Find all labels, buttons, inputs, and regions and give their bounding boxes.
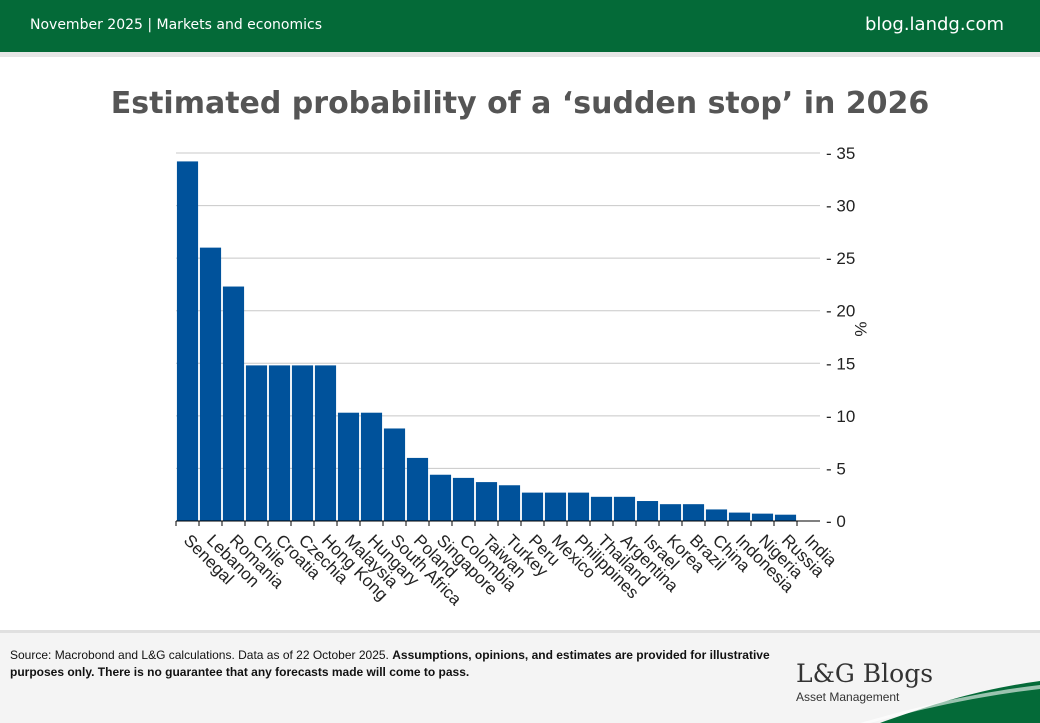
bar-russia	[774, 514, 797, 521]
bar-romania	[222, 286, 245, 521]
x-axis: SenegalLebanonRomaniaChileCroatiaCzechia…	[175, 520, 841, 609]
bar-chile	[245, 365, 268, 521]
bar-hungary	[360, 412, 383, 521]
bar-malaysia	[337, 412, 360, 521]
y-tick-label: - 10	[826, 407, 855, 426]
disclaimer-text: Assumptions, opinions, and estimates are…	[10, 648, 770, 679]
bar-poland	[406, 457, 429, 521]
bar-croatia	[268, 365, 291, 521]
bar-nigeria	[751, 513, 774, 521]
bar-hong-kong	[314, 365, 337, 521]
bar-china	[705, 509, 728, 521]
bar-lebanon	[199, 247, 222, 521]
bar-argentina	[613, 496, 636, 521]
bars	[176, 161, 797, 521]
chart-title: Estimated probability of a ‘sudden stop’…	[110, 86, 930, 121]
y-tick-label: - 25	[826, 249, 855, 268]
bar-indonesia	[728, 512, 751, 521]
bar-korea	[659, 504, 682, 521]
bar-czechia	[291, 365, 314, 521]
bar-senegal	[176, 161, 199, 521]
logo-swoosh	[860, 681, 1040, 723]
bar-chart: - 0 - 5 - 10 - 15 - 20 - 25 - 30 - 35 SenegalLe…	[175, 144, 870, 609]
bar-mexico	[544, 492, 567, 521]
logo-title: L&G Blogs	[796, 659, 934, 688]
bar-turkey	[498, 485, 521, 521]
bar-colombia	[452, 477, 475, 521]
bar-brazil	[682, 504, 705, 521]
source-note: Source: Macrobond and L&G calculations. …	[10, 647, 770, 681]
bar-israel	[636, 501, 659, 521]
bar-south-africa	[383, 428, 406, 521]
y-tick-label: - 15	[826, 354, 855, 373]
lg-blogs-logo[interactable]: L&G Blogs Asset Management	[796, 659, 933, 704]
bar-taiwan	[475, 482, 498, 521]
y-axis: - 0 - 5 - 10 - 15 - 20 - 25 - 30 - 35	[826, 144, 855, 531]
y-tick-label: - 35	[826, 144, 855, 163]
header-date-section: November 2025 | Markets and economics	[30, 17, 323, 33]
y-tick-label: - 30	[826, 197, 855, 216]
y-tick-label: - 20	[826, 302, 855, 321]
y-axis-label: %	[851, 321, 870, 336]
logo-subtitle: Asset Management	[796, 690, 900, 704]
y-tick-label: - 5	[826, 459, 846, 478]
header-bar: November 2025 | Markets and economics bl…	[0, 0, 1040, 52]
footer: Source: Macrobond and L&G calculations. …	[0, 630, 1040, 723]
header-divider	[0, 52, 1040, 57]
y-tick-label: - 0	[826, 512, 846, 531]
bar-singapore	[429, 474, 452, 521]
bar-peru	[521, 492, 544, 521]
source-text: Source: Macrobond and L&G calculations. …	[10, 648, 393, 662]
site-link[interactable]: blog.landg.com	[864, 14, 1004, 35]
bar-thailand	[590, 496, 613, 521]
bar-philippines	[567, 492, 590, 521]
